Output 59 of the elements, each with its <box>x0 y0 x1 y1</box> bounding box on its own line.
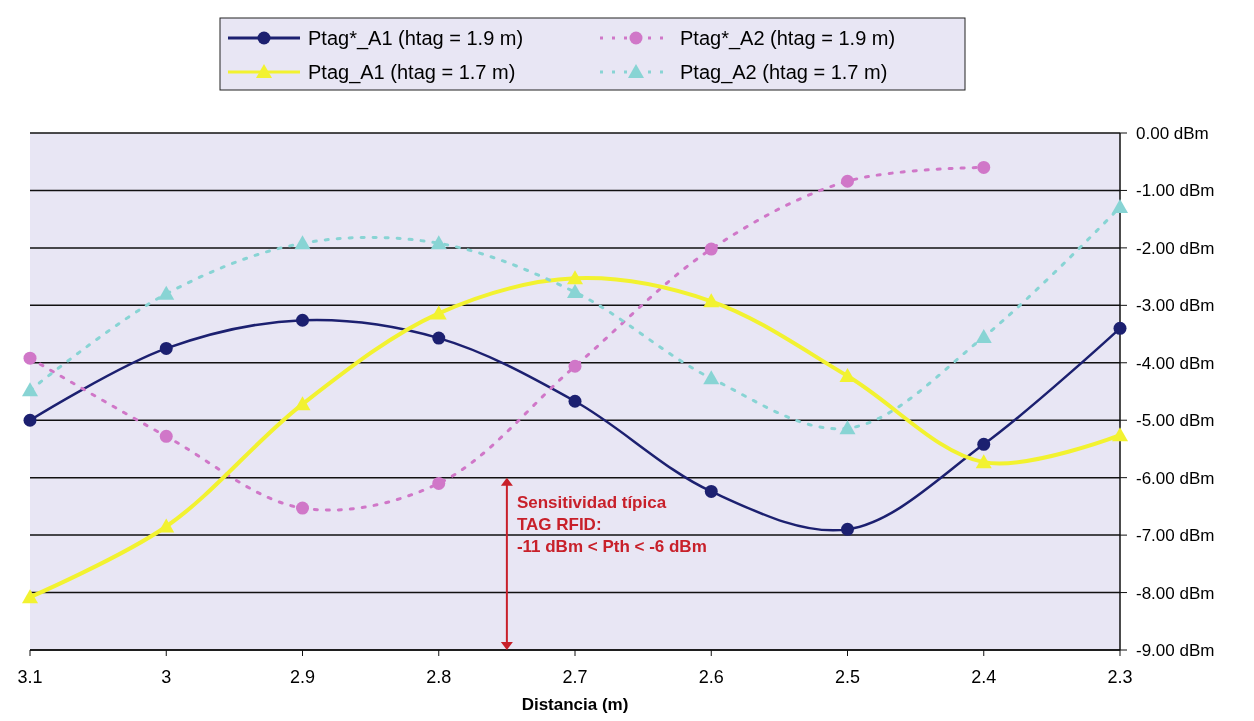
point <box>159 341 173 355</box>
point <box>568 359 582 373</box>
point <box>703 293 720 308</box>
point <box>23 413 37 427</box>
point <box>1112 199 1128 214</box>
x-tick-label: 3.1 <box>17 667 43 687</box>
y-tick-label: -6.00 dBm <box>1136 468 1215 488</box>
y-tick-label: -3.00 dBm <box>1136 296 1215 316</box>
point <box>567 270 583 285</box>
point <box>704 242 718 256</box>
point <box>159 429 173 443</box>
point <box>430 235 447 250</box>
point <box>975 328 992 343</box>
x-axis-title: Distancia (m) <box>521 695 629 714</box>
y-tick-label: -8.00 dBm <box>1136 583 1215 603</box>
legend-label: Ptag*_A1 (htag = 1.9 m) <box>308 27 524 50</box>
point <box>841 174 854 188</box>
legend-label: Ptag_A2 (htag = 1.7 m) <box>680 61 888 84</box>
point <box>568 394 582 408</box>
x-tick-label: 2.8 <box>426 667 452 687</box>
point <box>23 351 37 365</box>
x-tick-label: 2.7 <box>562 667 588 687</box>
x-tick-label: 3 <box>161 667 172 687</box>
point <box>975 454 992 469</box>
point <box>703 370 720 385</box>
point <box>430 305 447 320</box>
x-tick-label: 2.6 <box>698 667 724 687</box>
point <box>294 235 311 250</box>
legend-label: Ptag*_A2 (htag = 1.9 m) <box>680 27 896 50</box>
point <box>977 437 991 451</box>
x-tick-label: 2.4 <box>971 667 997 687</box>
legend-label: Ptag_A1 (htag = 1.7 m) <box>308 61 516 84</box>
point <box>977 160 991 174</box>
point <box>567 284 583 299</box>
point <box>296 313 309 327</box>
x-tick-label: 2.9 <box>289 667 316 687</box>
point <box>432 331 446 345</box>
point <box>22 382 38 397</box>
y-tick-label: -4.00 dBm <box>1136 353 1215 373</box>
point <box>22 589 38 604</box>
point <box>704 484 718 498</box>
point <box>841 522 854 536</box>
point <box>158 285 175 300</box>
point <box>296 501 309 515</box>
point <box>432 476 446 490</box>
x-tick-label: 2.5 <box>834 667 861 687</box>
point <box>1112 427 1128 442</box>
x-tick-label: 2.3 <box>1107 667 1133 687</box>
point <box>1113 321 1127 335</box>
y-tick-label: 0.00 dBm <box>1136 124 1209 143</box>
annotation: Sensitividad típica TAG RFID: -11 dBm < Pth < -6 dBm <box>516 492 707 556</box>
y-tick-label: -1.00 dBm <box>1136 181 1215 201</box>
point <box>158 518 175 533</box>
y-tick-label: -2.00 dBm <box>1136 238 1215 258</box>
y-tick-label: -7.00 dBm <box>1136 526 1215 546</box>
point <box>294 396 311 411</box>
point <box>839 420 856 435</box>
y-tick-label: -9.00 dBm <box>1136 641 1215 660</box>
y-tick-label: -5.00 dBm <box>1136 411 1215 431</box>
